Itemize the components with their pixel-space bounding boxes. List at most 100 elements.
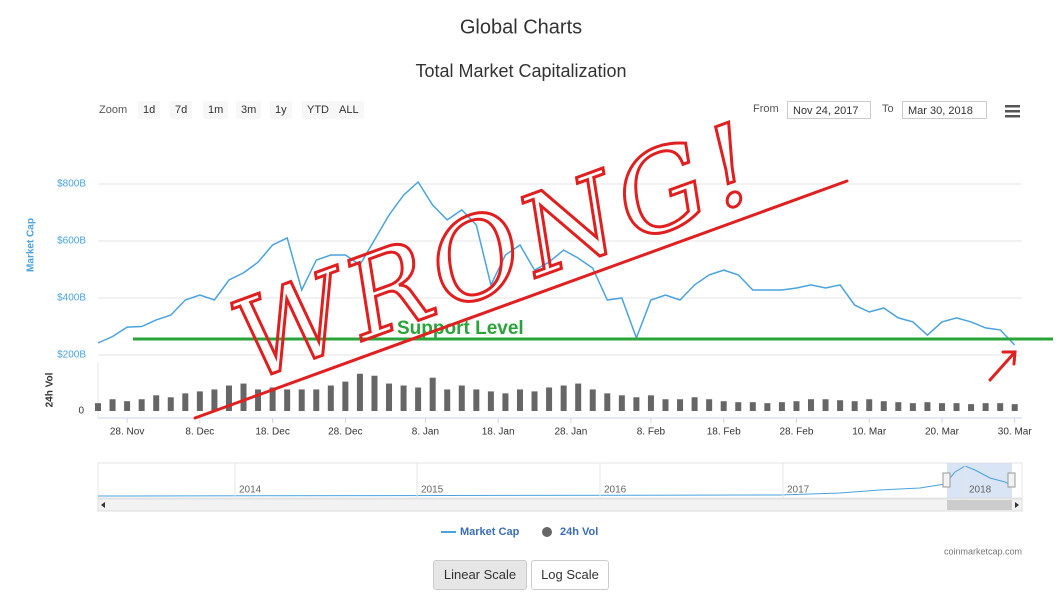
- volume-bar: [327, 385, 334, 411]
- red-arrow: [988, 350, 1017, 382]
- volume-bar: [546, 387, 553, 411]
- volume-bar: [720, 401, 727, 411]
- zoom-button[interactable]: ALL: [334, 101, 364, 119]
- zoom-button[interactable]: 3m: [236, 101, 262, 119]
- credit[interactable]: coinmarketcap.com: [944, 546, 1022, 556]
- navigator: [97, 462, 1023, 499]
- x-tick-label: 20. Mar: [925, 427, 960, 438]
- volume-bar: [298, 389, 305, 411]
- volume-bar: [909, 403, 916, 411]
- volume-bar: [153, 395, 160, 411]
- scrollbar-thumb[interactable]: [947, 500, 1012, 510]
- handwritten-note: WRONG!: [216, 97, 777, 406]
- volume-bar: [953, 403, 960, 411]
- navigator-label: 2015: [421, 485, 444, 496]
- volume-bar: [938, 403, 945, 411]
- from-input[interactable]: Nov 24, 2017: [787, 101, 871, 119]
- from-label: From: [753, 103, 779, 115]
- volume-bar: [778, 402, 785, 411]
- to-label: To: [882, 103, 894, 115]
- volume-bar: [167, 397, 174, 411]
- volume-bar: [342, 381, 349, 411]
- x-tick-label: 28. Nov: [110, 427, 144, 438]
- volume-bar: [749, 402, 756, 411]
- scrollbar[interactable]: [97, 498, 1023, 512]
- y2-axis-title: 24h Vol: [45, 372, 56, 407]
- x-tick-label: 18. Jan: [482, 427, 515, 438]
- volume-bar: [677, 399, 684, 411]
- volume-bar: [255, 389, 262, 411]
- volume-bar: [182, 393, 189, 411]
- volume-bar: [793, 401, 800, 411]
- volume-bar: [691, 397, 698, 411]
- y-axis-title: Market Cap: [26, 218, 37, 272]
- volume-bar: [982, 403, 989, 411]
- volume-bar: [560, 385, 567, 411]
- volume-bar: [662, 399, 669, 411]
- volume-bar: [196, 391, 203, 411]
- zoom-button[interactable]: 1y: [270, 101, 292, 119]
- y2-tick-label: 0: [78, 406, 84, 417]
- volume-bar: [211, 389, 218, 411]
- to-input[interactable]: Mar 30, 2018: [902, 101, 987, 119]
- volume-bar: [502, 393, 509, 411]
- volume-bar: [1011, 404, 1018, 411]
- zoom-button[interactable]: YTD: [302, 101, 334, 119]
- volume-bar: [386, 383, 393, 411]
- volume-bar: [851, 401, 858, 411]
- volume-bar: [618, 395, 625, 411]
- x-tick-label: 28. Dec: [328, 427, 362, 438]
- volume-bar: [968, 404, 975, 411]
- y-tick-label: $400B: [57, 293, 86, 304]
- volume-bar: [400, 385, 407, 411]
- scale-button[interactable]: Log Scale: [531, 560, 609, 590]
- volume-bar: [371, 375, 378, 411]
- navigator-handle[interactable]: [1007, 472, 1016, 488]
- volume-bar: [647, 395, 654, 411]
- volume-bar: [764, 403, 771, 411]
- volume-bar: [444, 389, 451, 411]
- legend-label[interactable]: 24h Vol: [560, 526, 598, 538]
- zoom-button[interactable]: 1m: [203, 101, 229, 119]
- legend-label[interactable]: Market Cap: [460, 526, 520, 538]
- volume-bar: [95, 403, 101, 411]
- navigator-label: 2018: [969, 485, 992, 496]
- y-tick-label: $800B: [57, 179, 86, 190]
- x-tick-label: 18. Dec: [255, 427, 289, 438]
- x-tick-label: 30. Mar: [998, 427, 1033, 438]
- volume-bar: [429, 377, 436, 411]
- volume-bar: [138, 399, 145, 411]
- zoom-button[interactable]: 1d: [138, 101, 161, 119]
- volume-bar: [604, 393, 611, 411]
- volume-bar: [735, 402, 742, 411]
- y-tick-label: $200B: [57, 350, 86, 361]
- navigator-handle[interactable]: [942, 472, 951, 488]
- x-tick-label: 18. Feb: [707, 427, 741, 438]
- volume-bar: [124, 401, 131, 411]
- zoom-label: Zoom: [99, 104, 128, 116]
- x-tick-label: 10. Mar: [852, 427, 887, 438]
- volume-bar: [284, 389, 291, 411]
- volume-bar: [356, 373, 363, 411]
- volume-bar: [822, 399, 829, 411]
- chart-title: Total Market Capitalization: [415, 61, 626, 81]
- scale-button[interactable]: Linear Scale: [433, 560, 527, 590]
- legend-symbol: [542, 527, 552, 537]
- menu-icon[interactable]: [1005, 105, 1020, 118]
- volume-bar: [633, 397, 640, 411]
- volume-bar: [575, 383, 582, 411]
- volume-bar: [997, 403, 1004, 411]
- navigator-label: 2016: [604, 485, 627, 496]
- volume-bar: [225, 385, 232, 411]
- y-tick-label: $600B: [57, 236, 86, 247]
- x-tick-label: 8. Dec: [185, 427, 214, 438]
- volume-bar: [880, 401, 887, 411]
- volume-bar: [240, 383, 247, 411]
- navigator-label: 2014: [239, 485, 262, 496]
- x-tick-label: 28. Feb: [779, 427, 813, 438]
- x-tick-label: 8. Jan: [412, 427, 439, 438]
- volume-bar: [895, 402, 902, 411]
- zoom-button[interactable]: 7d: [170, 101, 193, 119]
